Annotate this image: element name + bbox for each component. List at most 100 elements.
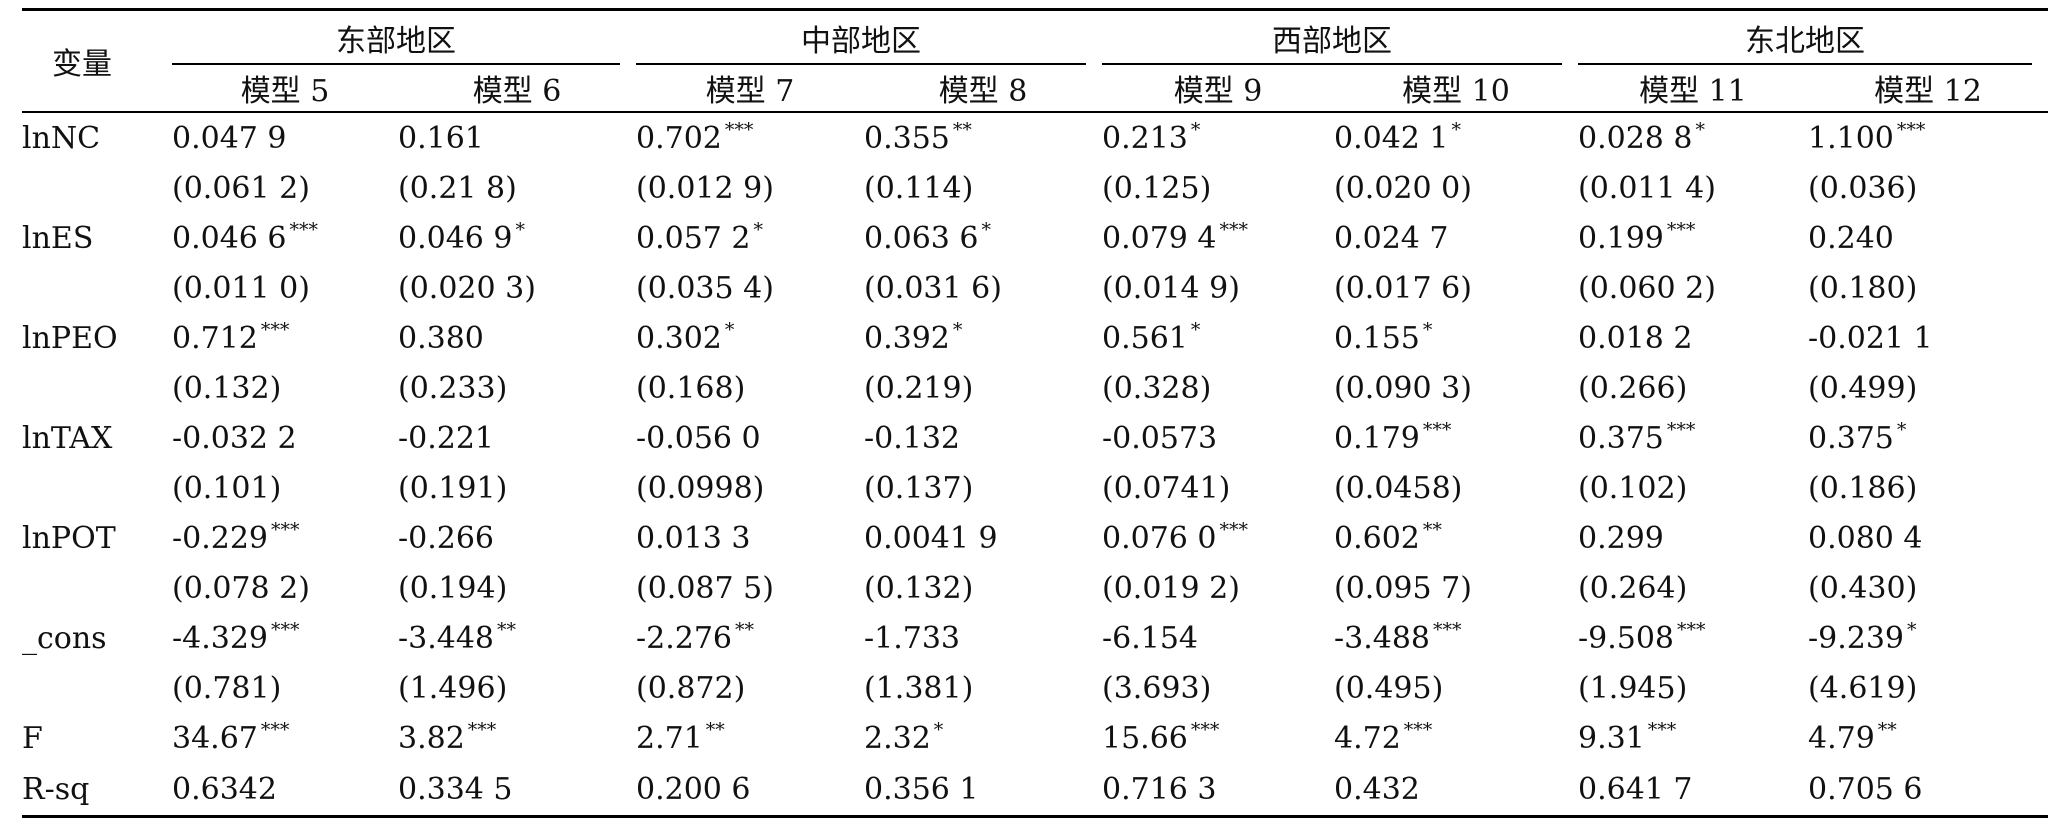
model-header: 模型 12 bbox=[1874, 74, 1982, 109]
table-cell: (0.011 4) bbox=[1578, 163, 1808, 213]
table-cell: 0.6342 bbox=[172, 763, 398, 817]
cell-value: 2.32 bbox=[864, 720, 931, 756]
cell-value: 0.080 4 bbox=[1808, 520, 1923, 556]
table-cell: (0.014 9) bbox=[1102, 263, 1334, 313]
table-cell: 0.712 *** bbox=[172, 313, 398, 363]
table-cell: 0.028 8 * bbox=[1578, 112, 1808, 163]
cell-value: 0.161 bbox=[398, 120, 484, 156]
cell-value: (0.872) bbox=[636, 670, 746, 706]
header-row-groups: 变量 东部地区 中部地区 西部地区 东北地区 bbox=[22, 9, 2048, 113]
table-cell: (0.017 6) bbox=[1334, 263, 1578, 313]
cell-value: -0.221 bbox=[398, 420, 495, 456]
table-cell: (1.381) bbox=[864, 663, 1102, 713]
regression-table: 变量 东部地区 中部地区 西部地区 东北地区 模型 5 模型 6 模型 7 模型… bbox=[22, 8, 2048, 818]
table-cell: 0.375 * bbox=[1808, 413, 2048, 463]
group-header-label: 东部地区 bbox=[336, 24, 456, 59]
significance-stars: * bbox=[933, 718, 944, 741]
cell-value: -0.266 bbox=[398, 520, 495, 556]
table-cell: (0.168) bbox=[636, 363, 864, 413]
table-cell: (0.132) bbox=[172, 363, 398, 413]
cell-value: 0.046 6 bbox=[172, 220, 287, 256]
row-label bbox=[22, 463, 172, 513]
model-header: 模型 5 bbox=[240, 74, 330, 109]
cell-value: (0.266) bbox=[1578, 370, 1688, 406]
cell-value: 0.047 9 bbox=[172, 120, 287, 156]
cell-value: -0.229 bbox=[172, 520, 269, 556]
table-cell: (0.090 3) bbox=[1334, 363, 1578, 413]
table-cell: (0.0458) bbox=[1334, 463, 1578, 513]
cell-value: (0.168) bbox=[636, 370, 746, 406]
group-header-west: 西部地区 bbox=[1102, 10, 1578, 65]
table-cell: (0.264) bbox=[1578, 563, 1808, 613]
table-cell: (0.020 0) bbox=[1334, 163, 1578, 213]
cell-value: 34.67 bbox=[172, 720, 258, 756]
table-cell: 0.063 6 * bbox=[864, 213, 1102, 263]
cell-value: (0.781) bbox=[172, 670, 282, 706]
row-label: _cons bbox=[22, 620, 107, 656]
table-cell: 9.31 *** bbox=[1578, 713, 1808, 763]
cell-value: (0.036) bbox=[1808, 170, 1918, 206]
significance-stars: *** bbox=[724, 118, 754, 141]
row-label bbox=[22, 563, 172, 613]
cell-value: 3.82 bbox=[398, 720, 465, 756]
cell-value: 0.299 bbox=[1578, 520, 1664, 556]
significance-stars: * bbox=[753, 218, 764, 241]
table-cell: -2.276 ** bbox=[636, 613, 864, 663]
table-cell: 2.71 ** bbox=[636, 713, 864, 763]
table-cell: -3.448 ** bbox=[398, 613, 636, 663]
table-cell: 0.302 * bbox=[636, 313, 864, 363]
significance-stars: * bbox=[1907, 618, 1917, 641]
table-cell: (0.114) bbox=[864, 163, 1102, 213]
cell-value: 0.155 bbox=[1334, 320, 1420, 356]
significance-stars: * bbox=[981, 218, 992, 241]
significance-stars: * bbox=[1695, 118, 1706, 141]
cell-value: -9.239 bbox=[1808, 620, 1905, 656]
cell-value: 0.024 7 bbox=[1334, 220, 1449, 256]
cell-value: (0.020 0) bbox=[1334, 170, 1472, 206]
table-cell: -0.021 1 bbox=[1808, 313, 2048, 363]
table-cell: 0.013 3 bbox=[636, 513, 864, 563]
table-cell: -0.056 0 bbox=[636, 413, 864, 463]
table-cell: 1.100 *** bbox=[1808, 112, 2048, 163]
significance-stars: *** bbox=[1896, 118, 1926, 141]
cell-value: (0.194) bbox=[398, 570, 508, 606]
cell-value: (0.011 4) bbox=[1578, 170, 1716, 206]
cell-value: (0.132) bbox=[172, 370, 282, 406]
cell-value: 0.057 2 bbox=[636, 220, 751, 256]
cell-value: 0.079 4 bbox=[1102, 220, 1217, 256]
row-label: F bbox=[22, 720, 43, 756]
table-cell: (0.101) bbox=[172, 463, 398, 513]
model-header: 模型 8 bbox=[938, 74, 1028, 109]
significance-stars: ** bbox=[1877, 718, 1897, 741]
table-cell: 0.076 0 *** bbox=[1102, 513, 1334, 563]
cell-value: 0.6342 bbox=[172, 771, 277, 807]
cell-value: 0.042 1 bbox=[1334, 120, 1449, 156]
table-cell: 0.046 9 * bbox=[398, 213, 636, 263]
table-cell: 0.018 2 bbox=[1578, 313, 1808, 363]
cell-value: (4.619) bbox=[1808, 670, 1918, 706]
model-header: 模型 7 bbox=[705, 74, 795, 109]
table-cell: -0.221 bbox=[398, 413, 636, 463]
cell-value: -0.132 bbox=[864, 420, 961, 456]
model-header: 模型 9 bbox=[1173, 74, 1263, 109]
cell-value: (0.233) bbox=[398, 370, 508, 406]
cell-value: (0.264) bbox=[1578, 570, 1688, 606]
cell-value: 0.013 3 bbox=[636, 520, 751, 556]
cell-value: 0.705 6 bbox=[1808, 771, 1923, 807]
table-cell: 0.057 2 * bbox=[636, 213, 864, 263]
cell-value: -0.0573 bbox=[1102, 420, 1218, 456]
cell-value: -4.329 bbox=[172, 620, 269, 656]
significance-stars: *** bbox=[1403, 718, 1433, 741]
table-cell: (0.194) bbox=[398, 563, 636, 613]
cell-value: (1.381) bbox=[864, 670, 974, 706]
table-cell: (4.619) bbox=[1808, 663, 2048, 713]
table-cell: (0.031 6) bbox=[864, 263, 1102, 313]
cell-value: (0.061 2) bbox=[172, 170, 310, 206]
cell-value: (1.945) bbox=[1578, 670, 1688, 706]
cell-value: 0.213 bbox=[1102, 120, 1188, 156]
table-cell: 0.375 *** bbox=[1578, 413, 1808, 463]
table-cell: 0.392 * bbox=[864, 313, 1102, 363]
cell-value: (0.031 6) bbox=[864, 270, 1002, 306]
cell-value: (0.499) bbox=[1808, 370, 1918, 406]
row-label bbox=[22, 163, 172, 213]
